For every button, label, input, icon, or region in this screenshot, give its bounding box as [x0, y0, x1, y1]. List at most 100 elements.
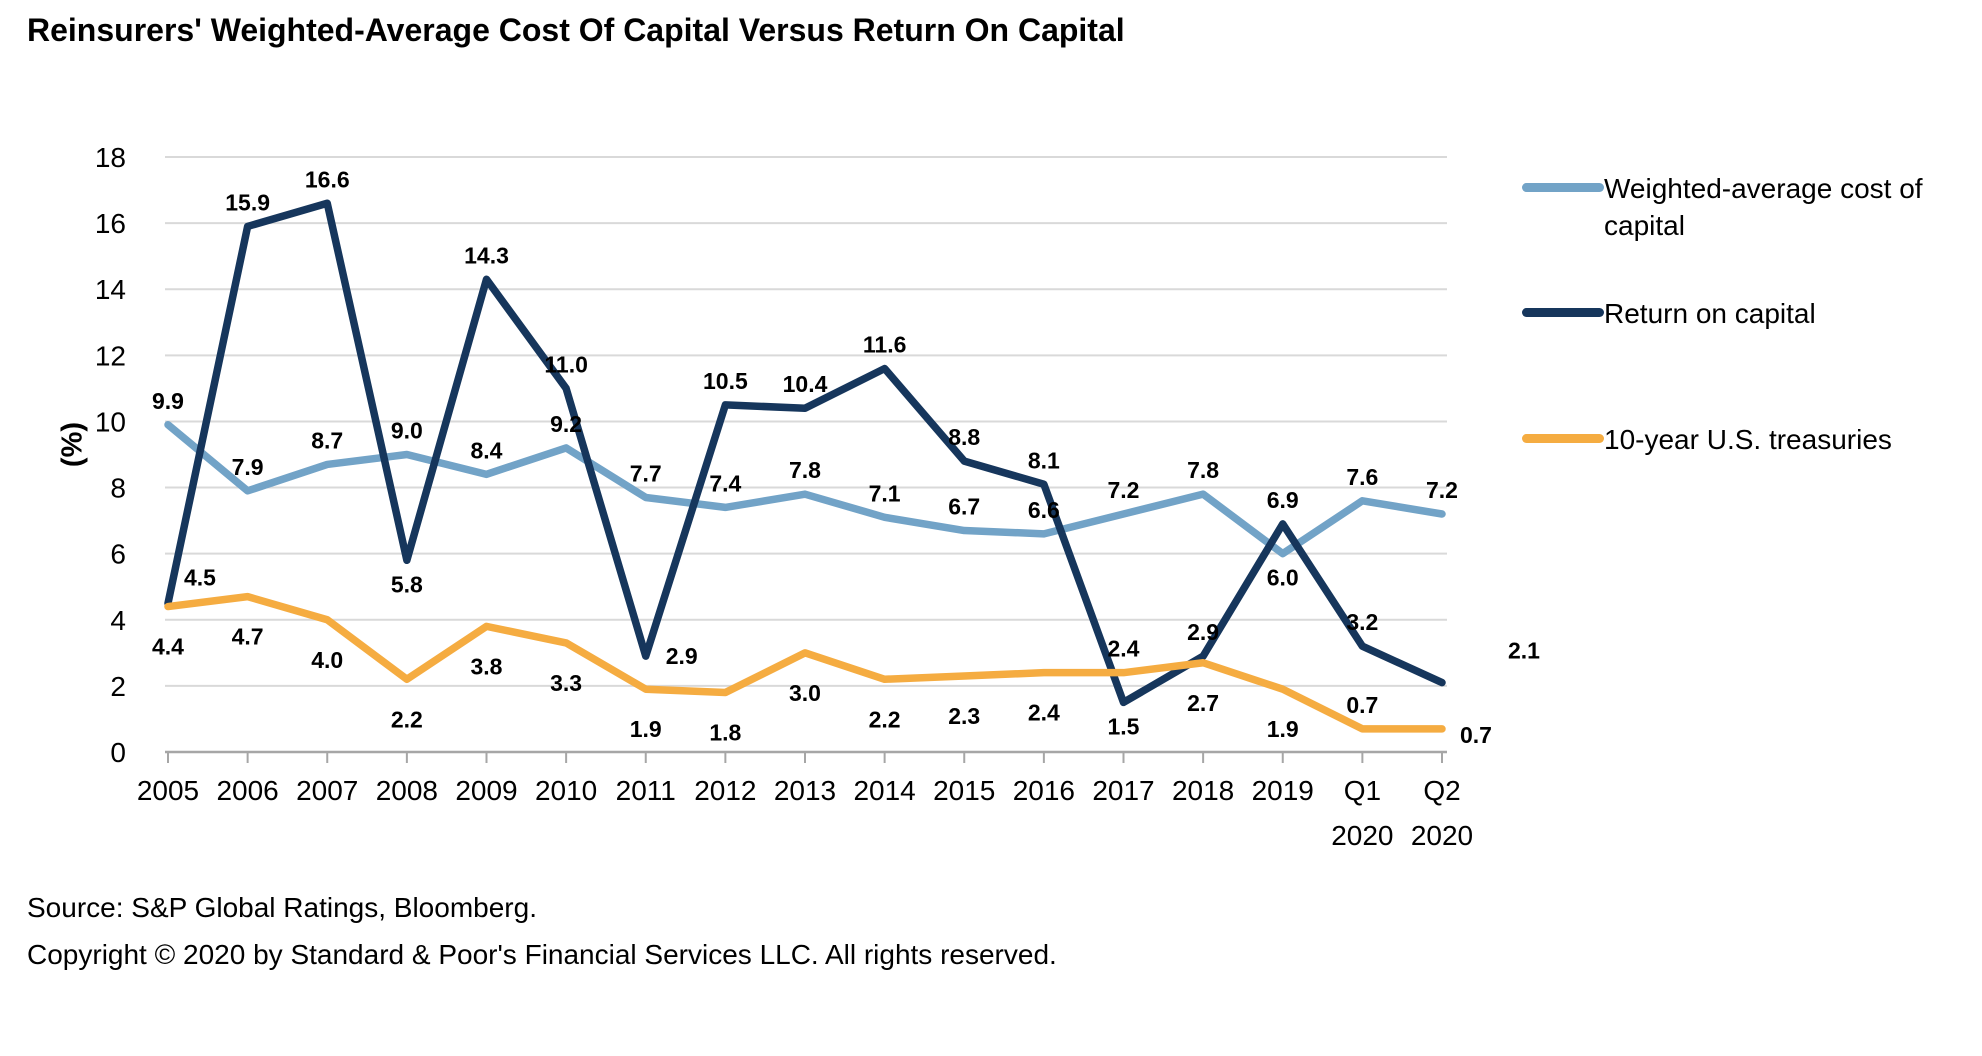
y-axis-labels: 0 2 4 6 8 10 12 14 16 18: [95, 142, 126, 768]
y-gridlines: [165, 156, 1447, 687]
x-axis-labels: 2005 2006 2007 2008 2009 2010 2011 2012 2013 2014…: [137, 775, 1473, 851]
y-axis-label: 6: [110, 539, 126, 570]
data-label: 8.7: [311, 427, 343, 453]
data-label: 3.0: [789, 680, 821, 706]
x-axis-label: 2005: [137, 775, 199, 806]
x-axis-label: Q1 2020: [1331, 775, 1393, 851]
x-axis-label: 2009: [455, 775, 517, 806]
data-label: 7.8: [789, 457, 821, 483]
x-axis-label: 2017: [1092, 775, 1154, 806]
data-label: 7.6: [1346, 464, 1378, 490]
legend-label-treasuries: 10-year U.S. treasuries: [1604, 424, 1892, 455]
x-axis-label: 2016: [1013, 775, 1075, 806]
data-label: 10.4: [783, 371, 828, 397]
series-line-return-on-capital: [164, 199, 1446, 707]
data-label: 2.2: [391, 706, 423, 732]
chart-footer: Source: S&P Global Ratings, Bloomberg. C…: [27, 884, 1057, 978]
treasuries-line-swatch: [1522, 434, 1604, 443]
y-axis-label: 14: [95, 274, 126, 305]
data-label: 4.7: [232, 624, 264, 650]
x-axis-label: 2015: [933, 775, 995, 806]
data-label: 16.6: [305, 166, 350, 192]
y-axis-label: 16: [95, 208, 126, 239]
data-label: 3.2: [1346, 609, 1378, 635]
data-label: 3.3: [550, 670, 582, 696]
data-label: 6.9: [1267, 487, 1299, 513]
data-label: 4.0: [311, 647, 343, 673]
data-label: 2.2: [869, 706, 901, 732]
data-label: 7.2: [1108, 477, 1140, 503]
data-label: 7.9: [232, 454, 264, 480]
source-text: Source: S&P Global Ratings, Bloomberg.: [27, 892, 537, 923]
data-label: 1.9: [630, 716, 662, 742]
x-axis-label: 2010: [535, 775, 597, 806]
x-axis-label: 2008: [376, 775, 438, 806]
data-label: 14.3: [464, 242, 509, 268]
data-label: 8.1: [1028, 447, 1060, 473]
data-label: 2.9: [666, 643, 698, 669]
data-label: 7.4: [709, 470, 741, 496]
data-label: 2.1: [1508, 638, 1540, 664]
data-label: 9.2: [550, 411, 582, 437]
x-axis-label: 2018: [1172, 775, 1234, 806]
y-axis-label: 10: [95, 406, 126, 437]
data-label: 6.7: [948, 494, 980, 520]
data-labels-weighted-average-cost-of-capital: 9.9 7.9 8.7 9.0 8.4 9.2 7.7 7.4 7.8 7.1 6.7 6.6 7.2 7…: [152, 388, 1458, 591]
data-label: 8.8: [948, 424, 980, 450]
x-axis-label: 2019: [1252, 775, 1314, 806]
series-line-10-year-u-s-treasuries: [164, 592, 1446, 733]
data-label: 11.6: [863, 332, 907, 358]
data-label: 2.7: [1187, 690, 1219, 716]
data-labels-return-on-capital: 4.5 15.9 16.6 5.8 14.3 11.0 2.9 10.5 10.4 11.6 8.8…: [184, 166, 1540, 739]
data-label: 7.7: [630, 460, 662, 486]
legend-item-treasuries: 10-year U.S. treasuries: [1522, 421, 1892, 458]
y-axis-label: 2: [110, 671, 126, 702]
data-label: 1.8: [709, 720, 741, 746]
y-axis-label: 4: [110, 605, 126, 636]
data-label: 8.4: [471, 437, 503, 463]
y-axis-label: 8: [110, 473, 126, 504]
x-axis-label: 2007: [296, 775, 358, 806]
wacc-line-swatch: [1522, 183, 1604, 192]
roc-line-swatch: [1522, 308, 1604, 317]
data-labels-10-year-u-s-treasuries: 4.4 4.7 4.0 2.2 3.8 3.3 1.9 1.8 3.0 2.2 2.3 2.4 2.4 2…: [152, 624, 1492, 748]
data-label: 4.5: [184, 564, 216, 590]
data-label: 7.8: [1187, 457, 1219, 483]
data-label: 7.1: [869, 480, 901, 506]
data-label: 2.9: [1187, 619, 1219, 645]
chart-title: Reinsurers' Weighted-Average Cost Of Cap…: [27, 12, 1125, 48]
data-label: 4.4: [152, 634, 184, 660]
data-label: 1.9: [1267, 716, 1299, 742]
data-label: 3.8: [471, 653, 503, 679]
x-axis-label: Q2 2020: [1411, 775, 1473, 851]
data-label: 5.8: [391, 571, 423, 597]
data-label: 9.0: [391, 418, 423, 444]
x-axis-ticks: [167, 752, 1443, 763]
legend-label-wacc: Weighted-average cost of capital: [1604, 173, 1923, 241]
data-label: 7.2: [1426, 477, 1458, 503]
legend-item-wacc: Weighted-average cost of capital: [1522, 170, 1970, 244]
legend-item-roc: Return on capital: [1522, 295, 1816, 332]
data-label: 0.7: [1460, 722, 1492, 748]
data-label: 11.0: [544, 351, 588, 377]
data-label: 1.5: [1108, 713, 1140, 739]
data-label: 9.9: [152, 388, 184, 414]
x-axis-label: 2014: [853, 775, 915, 806]
y-axis-label: 0: [110, 737, 126, 768]
data-label: 2.4: [1028, 700, 1060, 726]
data-label: 6.6: [1028, 497, 1060, 523]
data-label: 6.0: [1267, 565, 1299, 591]
x-axis-label: 2012: [694, 775, 756, 806]
x-axis-label: 2013: [774, 775, 836, 806]
data-label: 0.7: [1346, 692, 1378, 718]
copyright-text: Copyright © 2020 by Standard & Poor's Fi…: [27, 939, 1057, 970]
data-label: 10.5: [703, 368, 748, 394]
legend-label-roc: Return on capital: [1604, 298, 1816, 329]
series-line-weighted-average-cost-of-capital: [164, 421, 1446, 558]
data-label: 2.4: [1108, 636, 1140, 662]
x-axis-label: 2006: [216, 775, 278, 806]
data-label: 2.3: [948, 703, 980, 729]
data-label: 15.9: [225, 189, 270, 215]
y-axis-label: 18: [95, 142, 126, 173]
